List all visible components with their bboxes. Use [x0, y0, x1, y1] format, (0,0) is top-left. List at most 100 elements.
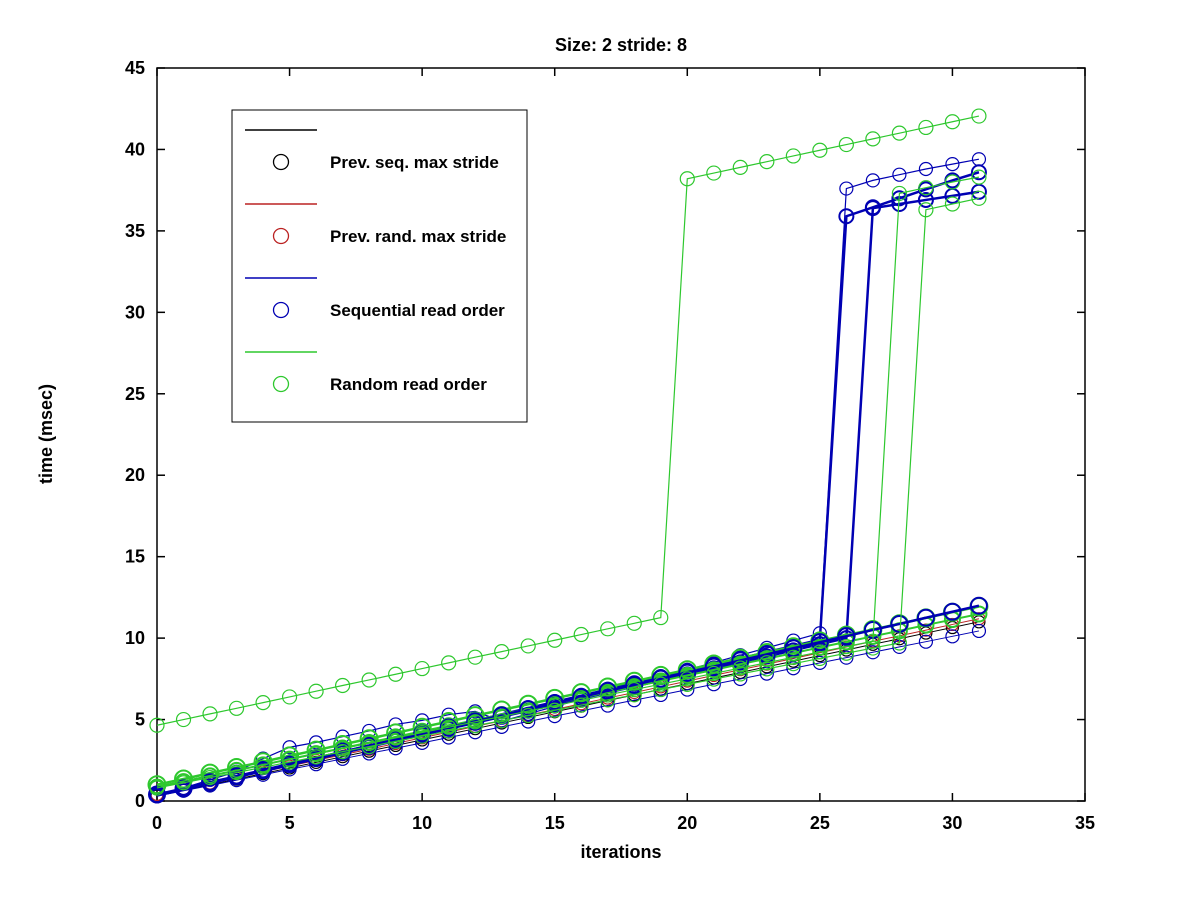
- legend-box: [231, 109, 528, 423]
- data-point-marker: [969, 596, 988, 615]
- legend-label: Sequential read order: [330, 301, 505, 320]
- data-point-marker: [839, 181, 854, 196]
- data-point-marker: [547, 702, 563, 718]
- data-point-marker: [759, 661, 775, 677]
- data-point-marker: [518, 694, 538, 714]
- data-point-marker: [918, 161, 934, 177]
- data-point-marker: [945, 157, 960, 172]
- series-random-top-jump20: [149, 108, 987, 733]
- data-point-marker: [441, 655, 457, 671]
- x-tick-label: 30: [942, 813, 962, 833]
- x-tick-label: 25: [810, 813, 830, 833]
- data-point-marker: [864, 200, 881, 217]
- data-point-marker: [759, 655, 775, 671]
- data-point-marker: [837, 627, 856, 646]
- data-point-marker: [626, 681, 642, 698]
- data-point-marker: [228, 764, 245, 781]
- y-tick-label: 20: [125, 465, 145, 485]
- data-point-marker: [892, 167, 907, 182]
- data-point-marker: [865, 640, 881, 656]
- data-point-marker: [970, 164, 987, 181]
- data-point-marker: [944, 196, 961, 212]
- legend-marker-sample: [272, 301, 290, 319]
- data-point-marker: [786, 661, 801, 676]
- data-point-marker: [944, 114, 961, 130]
- data-point-marker: [494, 713, 510, 729]
- data-point-marker: [971, 108, 987, 124]
- data-point-marker: [600, 692, 616, 708]
- data-point-marker: [281, 754, 298, 770]
- data-point-marker: [706, 671, 722, 687]
- data-point-marker: [202, 769, 218, 786]
- data-point-marker: [441, 723, 457, 739]
- data-point-marker: [308, 683, 324, 699]
- data-point-marker: [282, 740, 297, 755]
- data-point-marker: [653, 681, 669, 698]
- y-tick-label: 5: [135, 710, 145, 730]
- data-point-marker: [812, 650, 828, 667]
- data-point-marker: [810, 633, 829, 652]
- data-point-marker: [175, 775, 192, 791]
- y-tick-label: 10: [125, 628, 145, 648]
- data-point-marker: [388, 733, 404, 749]
- data-point-marker: [653, 609, 669, 626]
- series-sequential-low: [149, 623, 987, 804]
- data-point-marker: [918, 202, 934, 218]
- y-tick-label: 45: [125, 58, 145, 78]
- plot-border: [156, 67, 1086, 802]
- x-tick-label: 0: [152, 813, 162, 833]
- data-point-marker: [785, 649, 801, 665]
- legend-marker-sample: [272, 227, 290, 245]
- data-point-marker: [335, 744, 351, 760]
- data-point-marker: [388, 666, 404, 682]
- y-tick-label: 40: [125, 139, 145, 159]
- data-point-marker: [838, 136, 854, 153]
- data-point-marker: [255, 695, 271, 711]
- data-point-marker: [149, 780, 165, 796]
- data-point-marker: [545, 688, 565, 708]
- x-axis-label: iterations: [580, 842, 661, 862]
- data-point-marker: [494, 708, 510, 725]
- data-point-marker: [759, 154, 775, 170]
- data-point-marker: [679, 171, 695, 187]
- legend: Prev. seq. max stride Prev. rand. max str…: [231, 109, 528, 423]
- series-random-jump29: [149, 190, 987, 796]
- data-point-marker: [441, 719, 457, 735]
- data-point-marker: [704, 657, 723, 676]
- data-point-marker: [333, 742, 352, 761]
- data-point-marker: [891, 125, 908, 141]
- data-point-marker: [971, 169, 987, 185]
- data-point-marker: [971, 623, 987, 639]
- data-point-marker: [388, 730, 404, 746]
- legend-label: Random read order: [330, 375, 487, 394]
- data-point-marker: [838, 208, 855, 225]
- x-tick-label: 5: [285, 813, 295, 833]
- data-point-marker: [547, 698, 563, 714]
- data-point-marker: [149, 717, 165, 733]
- data-point-marker: [626, 615, 642, 631]
- data-point-marker: [943, 602, 962, 621]
- y-tick-label: 15: [125, 547, 145, 567]
- data-point-marker: [148, 785, 166, 804]
- data-point-marker: [202, 706, 218, 722]
- data-point-marker: [600, 621, 616, 637]
- data-point-marker: [573, 692, 589, 708]
- data-point-marker: [439, 718, 458, 737]
- series-line: [156, 630, 980, 797]
- series-line: [156, 197, 980, 789]
- data-point-marker: [492, 700, 512, 720]
- data-point-marker: [679, 671, 695, 687]
- data-point-marker: [175, 711, 192, 728]
- data-point-marker: [918, 180, 934, 196]
- data-point-marker: [812, 142, 828, 158]
- data-point-marker: [361, 672, 377, 688]
- data-point-marker: [944, 174, 961, 190]
- data-point-marker: [971, 190, 987, 206]
- data-point-marker: [335, 677, 351, 694]
- x-tick-label: 15: [545, 813, 565, 833]
- data-point-marker: [201, 773, 220, 792]
- data-point-marker: [227, 767, 246, 786]
- data-point-marker: [891, 190, 908, 207]
- data-point-marker: [626, 687, 642, 703]
